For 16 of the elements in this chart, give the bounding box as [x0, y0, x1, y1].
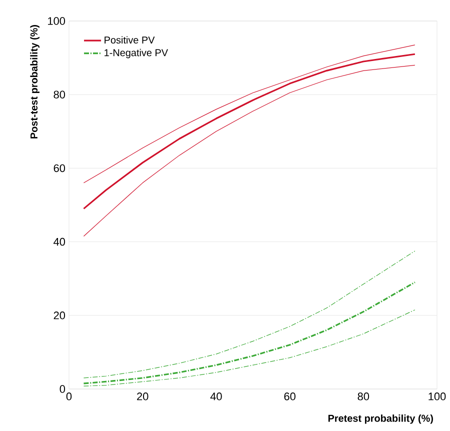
- x-tick-label: 80: [358, 392, 370, 400]
- x-tick-label: 40: [210, 392, 222, 400]
- legend-label: Positive PV: [104, 36, 155, 44]
- x-tick-label: 60: [284, 392, 296, 400]
- y-tick-label: 20: [54, 312, 66, 320]
- x-tick-label: 100: [428, 392, 446, 400]
- y-tick-label: 40: [54, 238, 66, 246]
- x-tick-label: 20: [137, 392, 148, 400]
- y-tick-label: 80: [54, 90, 66, 98]
- x-axis-title: Pretest probability (%): [328, 414, 433, 424]
- y-tick-label: 100: [48, 17, 66, 25]
- y-axis-title: Post-test probability (%): [30, 25, 40, 138]
- x-tick-label: 0: [66, 392, 72, 400]
- y-tick-label: 0: [60, 385, 66, 393]
- legend-label: 1-Negative PV: [104, 48, 168, 58]
- y-tick-label: 60: [54, 164, 66, 172]
